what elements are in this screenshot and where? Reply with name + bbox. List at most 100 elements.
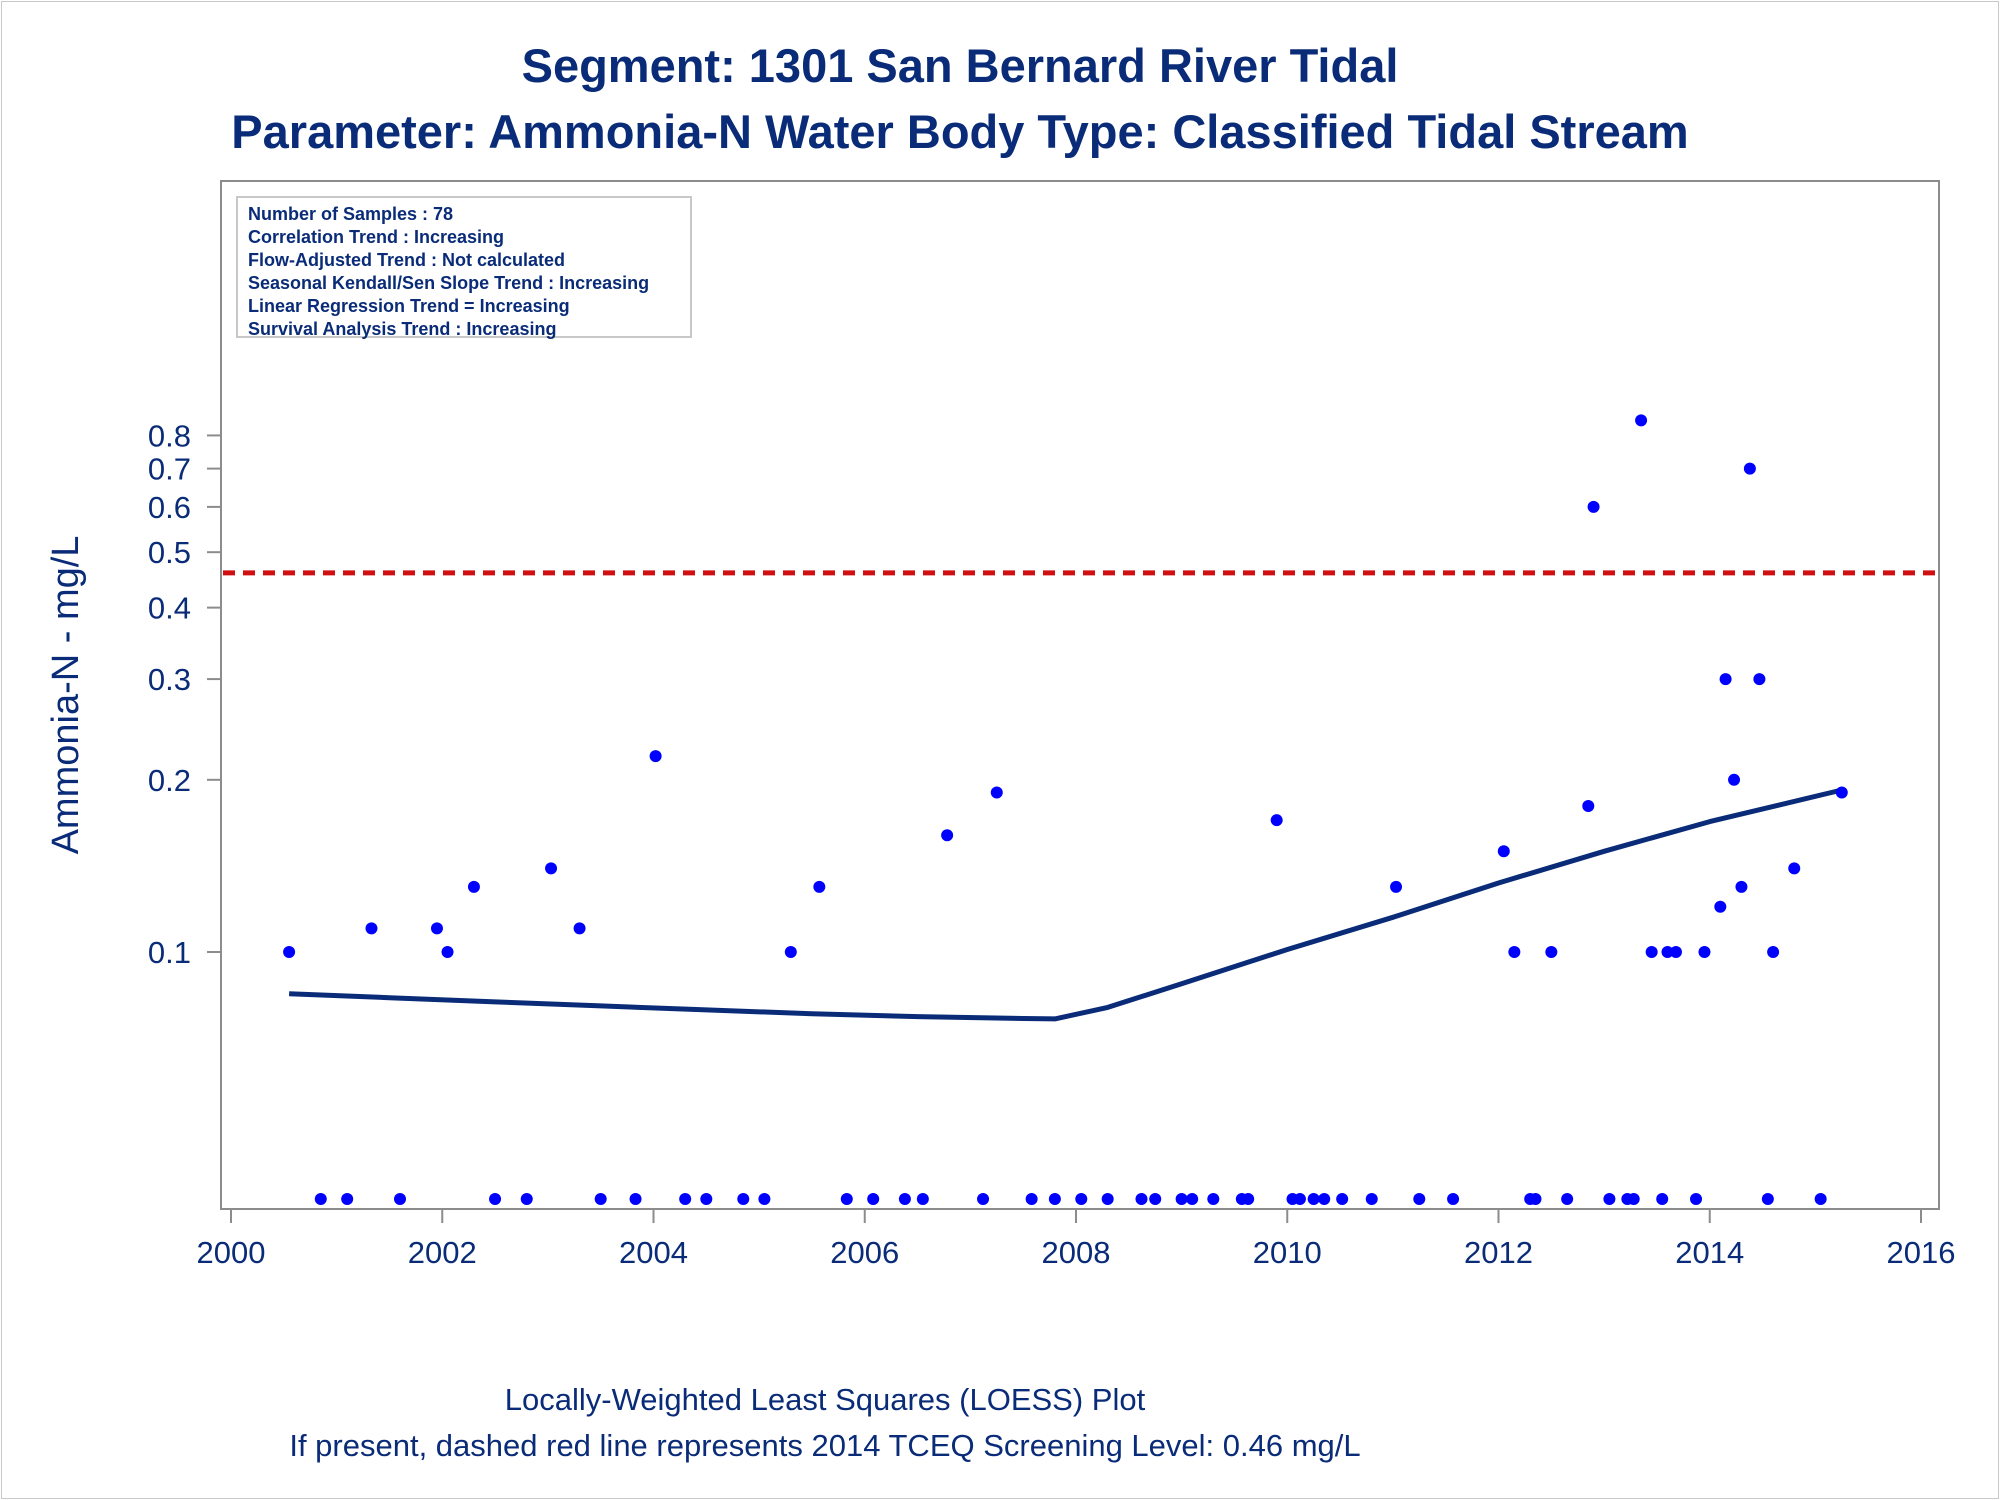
data-point <box>1719 673 1732 686</box>
x-tick-label: 2008 <box>1042 1235 1111 1270</box>
y-tick-label: 0.5 <box>148 535 191 570</box>
y-tick-label: 0.3 <box>148 662 191 697</box>
data-point-below-detection <box>341 1193 354 1205</box>
data-point-below-detection <box>1603 1193 1616 1205</box>
data-point-below-detection <box>1101 1193 1114 1205</box>
y-tick-label: 0.6 <box>148 490 191 525</box>
x-tick-label: 2006 <box>830 1235 899 1270</box>
data-point <box>365 922 378 935</box>
data-point-below-detection <box>679 1193 692 1205</box>
y-tick-label: 0.7 <box>148 452 191 487</box>
y-tick-label: 0.1 <box>148 935 191 970</box>
data-point-below-detection <box>1186 1193 1199 1205</box>
data-point <box>1635 414 1648 427</box>
data-point-below-detection <box>1135 1193 1148 1205</box>
data-point-below-detection <box>700 1193 713 1205</box>
data-point <box>784 946 797 958</box>
data-point-below-detection <box>737 1193 750 1205</box>
data-point <box>1835 786 1848 799</box>
data-point-below-detection <box>977 1193 990 1205</box>
x-tick-label: 2012 <box>1464 1235 1533 1270</box>
data-point <box>283 946 296 958</box>
data-point-below-detection <box>1318 1193 1331 1205</box>
data-point-below-detection <box>1814 1193 1827 1205</box>
data-point <box>1753 673 1766 686</box>
data-point-below-detection <box>1690 1193 1703 1205</box>
data-point-below-detection <box>916 1193 929 1205</box>
data-point-below-detection <box>1656 1193 1669 1205</box>
data-point <box>1669 946 1682 958</box>
data-point-below-detection <box>758 1193 771 1205</box>
data-point <box>1661 946 1674 958</box>
data-point <box>649 750 662 763</box>
data-point <box>1587 500 1600 513</box>
data-point <box>545 862 558 875</box>
data-point <box>1788 862 1801 875</box>
stats-sample-count: Number of Samples : 78 <box>248 204 454 224</box>
data-point-below-detection <box>1413 1193 1426 1205</box>
data-point-below-detection <box>1365 1193 1378 1205</box>
data-point-below-detection <box>489 1193 502 1205</box>
data-point-below-detection <box>1761 1193 1774 1205</box>
data-point-below-detection <box>629 1193 642 1205</box>
x-tick-label: 2004 <box>619 1235 688 1270</box>
data-point-below-detection <box>1293 1193 1306 1205</box>
data-point <box>430 922 443 935</box>
data-point-below-detection <box>1447 1193 1460 1205</box>
x-tick-label: 2016 <box>1887 1235 1956 1270</box>
data-point-below-detection <box>1561 1193 1574 1205</box>
data-point <box>1767 946 1780 958</box>
data-point <box>1270 814 1283 827</box>
data-point-below-detection <box>1025 1193 1038 1205</box>
x-tick-label: 2010 <box>1253 1235 1322 1270</box>
data-point <box>1645 946 1658 958</box>
data-point-below-detection <box>520 1193 533 1205</box>
data-point-below-detection <box>840 1193 853 1205</box>
footnote-screening-level: If present, dashed red line represents 2… <box>289 1428 1361 1463</box>
data-point-below-detection <box>314 1193 327 1205</box>
data-point <box>941 829 954 842</box>
stats-survival-analysis-trend: Survival Analysis Trend : Increasing <box>248 319 557 339</box>
data-point <box>1582 799 1595 812</box>
data-point <box>813 880 826 893</box>
data-point <box>1743 462 1756 475</box>
data-point <box>1497 845 1510 858</box>
data-point <box>1735 880 1748 893</box>
data-point-below-detection <box>867 1193 880 1205</box>
data-point-below-detection <box>1075 1193 1088 1205</box>
data-point <box>1698 946 1711 958</box>
data-point <box>1508 946 1521 958</box>
data-point-below-detection <box>1336 1193 1349 1205</box>
chart-subtitle: Parameter: Ammonia-N Water Body Type: Cl… <box>231 105 1689 158</box>
plot-area-border <box>220 180 1940 1210</box>
trend-stats-box: Number of Samples : 78 Correlation Trend… <box>236 196 692 339</box>
data-point <box>1714 900 1727 913</box>
data-point-below-detection <box>1048 1193 1061 1205</box>
data-point <box>990 786 1003 799</box>
data-point-below-detection <box>1242 1193 1255 1205</box>
data-point-below-detection <box>898 1193 911 1205</box>
data-point-below-detection <box>1529 1193 1542 1205</box>
y-tick-label: 0.2 <box>148 763 191 798</box>
y-axis-label: Ammonia-N - mg/L <box>45 536 87 855</box>
y-tick-label: 0.8 <box>148 418 191 453</box>
data-point <box>1545 946 1558 958</box>
data-point <box>467 880 480 893</box>
loess-curve <box>289 787 1843 1022</box>
data-point-below-detection <box>1207 1193 1220 1205</box>
x-tick-label: 2002 <box>408 1235 477 1270</box>
data-point <box>573 922 586 935</box>
x-tick-label: 2014 <box>1675 1235 1744 1270</box>
chart-title: Segment: 1301 San Bernard River Tidal <box>521 39 1399 92</box>
stats-linear-regression-trend: Linear Regression Trend = Increasing <box>248 296 570 316</box>
data-point-below-detection <box>1307 1193 1320 1205</box>
y-tick-label: 0.4 <box>148 591 191 626</box>
stats-seasonal-kendall-trend: Seasonal Kendall/Sen Slope Trend : Incre… <box>248 273 650 293</box>
data-point <box>441 946 454 958</box>
footnote-loess: Locally-Weighted Least Squares (LOESS) P… <box>504 1382 1146 1417</box>
data-point <box>1390 880 1403 893</box>
data-point-below-detection <box>1175 1193 1188 1205</box>
stats-correlation-trend: Correlation Trend : Increasing <box>248 227 505 247</box>
